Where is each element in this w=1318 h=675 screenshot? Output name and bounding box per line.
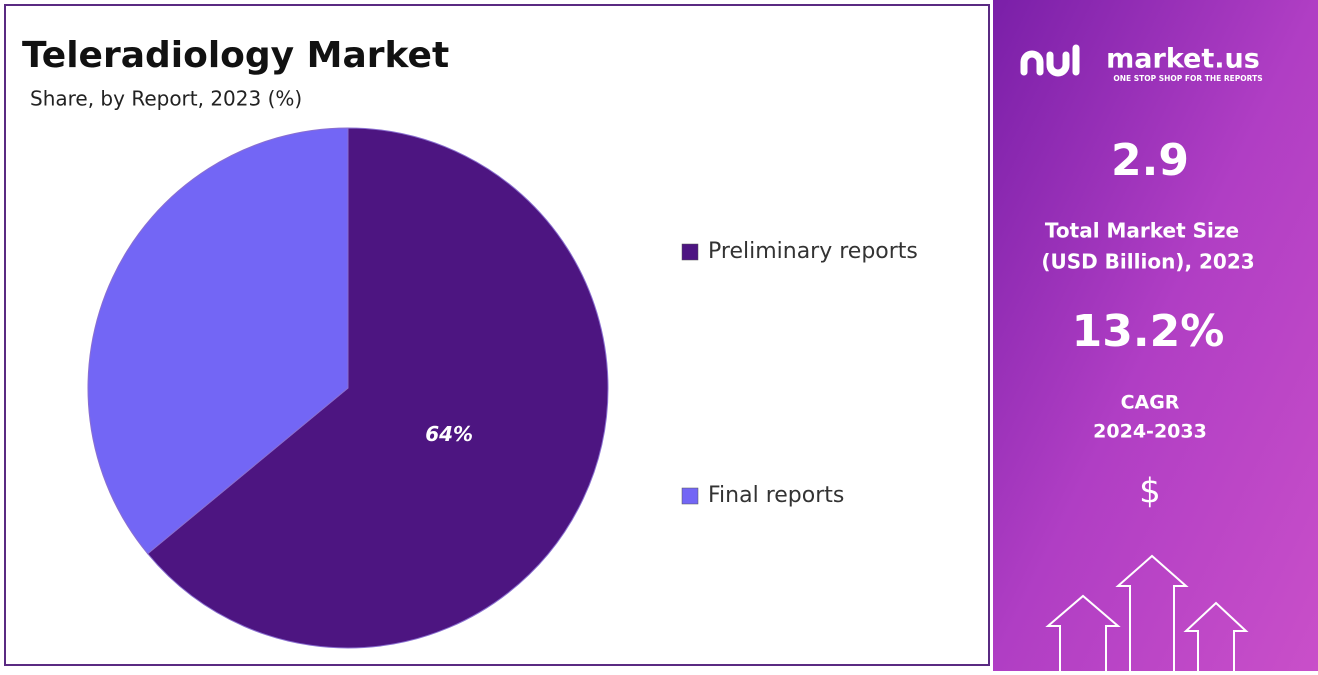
growth-arrows <box>1045 554 1249 671</box>
value-label: 64% <box>425 422 473 446</box>
pie-slice <box>146 127 609 649</box>
market-size-label: (USD Billion), 2023 <box>1041 250 1254 274</box>
legend-swatch <box>681 487 699 505</box>
market-size: 2.9 <box>1111 135 1189 186</box>
cagr-label: CAGR <box>1121 392 1180 414</box>
legend-label: Final reports <box>708 483 844 508</box>
legend-swatch <box>681 243 699 261</box>
legend-label: Preliminary reports <box>708 239 918 264</box>
chart-subtitle: Share, by Report, 2023 (%) <box>30 87 302 111</box>
pie: 64% <box>87 127 609 649</box>
brand-name: market.us <box>1106 44 1260 75</box>
pie-slice <box>87 127 349 555</box>
market-size-label: Total Market Size <box>1045 219 1239 243</box>
currency-icon: $ <box>1139 472 1161 512</box>
brand-tagline: ONE STOP SHOP FOR THE REPORTS <box>1113 74 1262 83</box>
legend: Preliminary reports Final reports <box>681 239 918 508</box>
cagr-period: 2024-2033 <box>1093 421 1207 443</box>
chart-title: Teleradiology Market <box>22 35 449 76</box>
brand-logo <box>1020 44 1080 77</box>
cagr-value: 13.2% <box>1072 306 1225 357</box>
